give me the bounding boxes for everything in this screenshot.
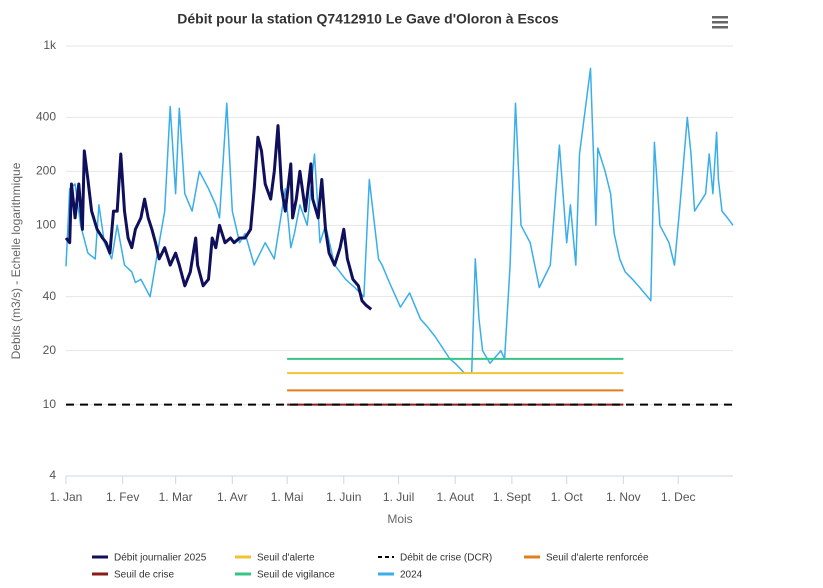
y-tick-label: 20 [43,343,57,357]
menu-bar [712,16,728,19]
x-tick-label: 1. Sept [493,490,532,504]
x-tick-label: 1. Juil [383,490,414,504]
legend-item[interactable]: Débit de crise (DCR) [378,553,492,564]
x-tick-label: 1. Aout [437,490,475,504]
legend-item[interactable]: 2024 [378,570,423,581]
legend-label: 2024 [400,570,423,581]
legend-label: Seuil de crise [114,570,174,581]
y-axis-title: Debits (m3/s) - Echelle logarithmique [9,162,23,359]
x-tick-label: 1. Mai [271,490,304,504]
y-tick-label: 1k [43,38,57,52]
x-tick-label: 1. Avr [217,490,247,504]
menu-bar [712,26,728,29]
x-tick-label: 1. Juin [326,490,361,504]
y-tick-label: 10 [43,397,57,411]
x-tick-label: 1. Nov [606,490,641,504]
series-line [65,67,734,374]
legend-label: Débit de crise (DCR) [400,553,492,564]
legend-label: Seuil d'alerte [257,553,315,564]
series-line [64,124,373,311]
legend-item[interactable]: Seuil d'alerte renforcée [524,553,649,564]
legend-item[interactable]: Seuil d'alerte [235,553,315,564]
menu-button[interactable] [710,14,730,30]
y-tick-label: 4 [49,468,56,482]
legend-label: Seuil d'alerte renforcée [546,553,649,564]
legend-item[interactable]: Seuil de crise [92,570,174,581]
x-tick-label: 1. Jan [50,490,83,504]
x-tick-label: 1. Dec [661,490,696,504]
menu-bar [712,21,728,24]
y-tick-label: 100 [36,217,56,231]
legend-item[interactable]: Seuil de vigilance [235,570,335,581]
y-tick-label: 400 [36,110,56,124]
legend-label: Débit journalier 2025 [114,553,207,564]
legend-label: Seuil de vigilance [257,570,335,581]
x-tick-label: 1. Fev [106,490,139,504]
chart-title: Débit pour la station Q7412910 Le Gave d… [177,11,559,27]
x-tick-label: 1. Oct [551,490,584,504]
y-tick-label: 40 [43,289,57,303]
y-tick-label: 200 [36,164,56,178]
legend-item[interactable]: Débit journalier 2025 [92,553,207,564]
x-axis-title: Mois [387,512,412,526]
x-tick-label: 1. Mar [159,490,193,504]
